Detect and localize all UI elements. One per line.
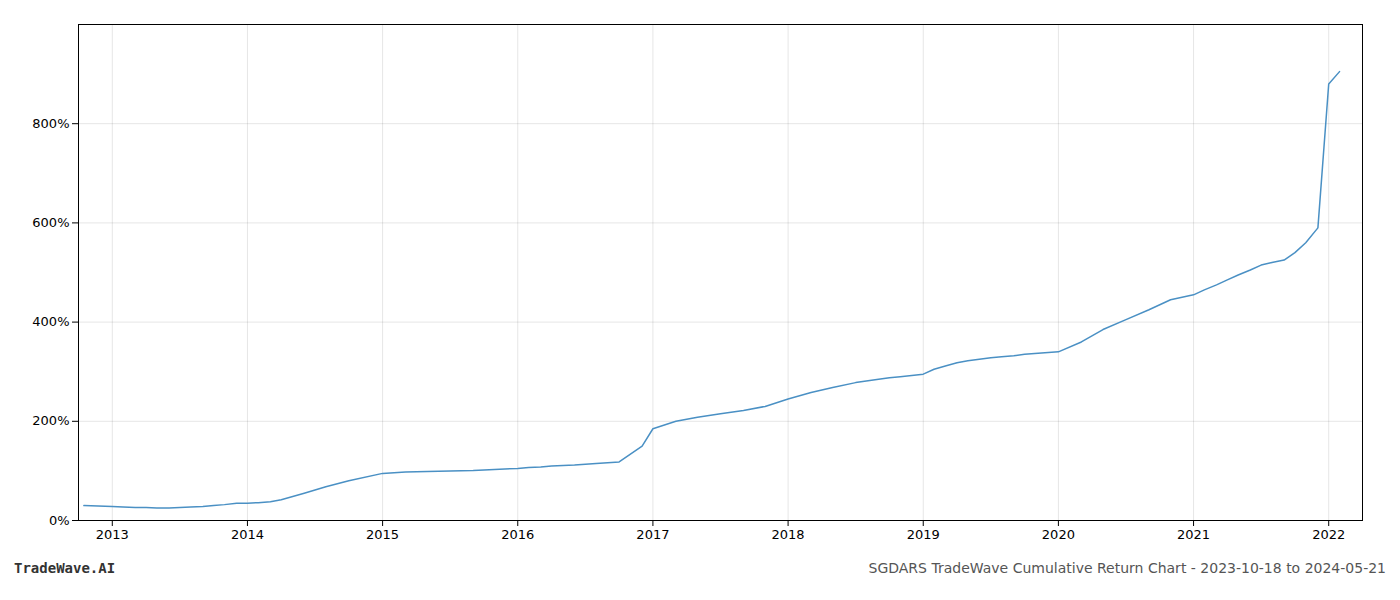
html-text:SGDARS TradeWave Cumulative Re: SGDARS TradeWave Cumulative Return Chart… bbox=[868, 560, 1386, 576]
svg-text:800%: 800% bbox=[32, 116, 69, 131]
svg-text:600%: 600% bbox=[32, 215, 69, 230]
svg-text:2014: 2014 bbox=[231, 527, 264, 542]
svg-text:2022: 2022 bbox=[1312, 527, 1345, 542]
svg-text:0%: 0% bbox=[49, 513, 70, 528]
svg-text:2016: 2016 bbox=[501, 527, 534, 542]
svg-text:2015: 2015 bbox=[366, 527, 399, 542]
svg-text:2017: 2017 bbox=[636, 527, 669, 542]
svg-text:2021: 2021 bbox=[1177, 527, 1210, 542]
html-text:TradeWave.AI: TradeWave.AI bbox=[14, 560, 116, 576]
svg-text:2013: 2013 bbox=[96, 527, 129, 542]
svg-text:400%: 400% bbox=[32, 314, 69, 329]
svg-text:2019: 2019 bbox=[907, 527, 940, 542]
svg-text:2018: 2018 bbox=[772, 527, 805, 542]
svg-text:2020: 2020 bbox=[1042, 527, 1075, 542]
svg-text:200%: 200% bbox=[32, 413, 69, 428]
